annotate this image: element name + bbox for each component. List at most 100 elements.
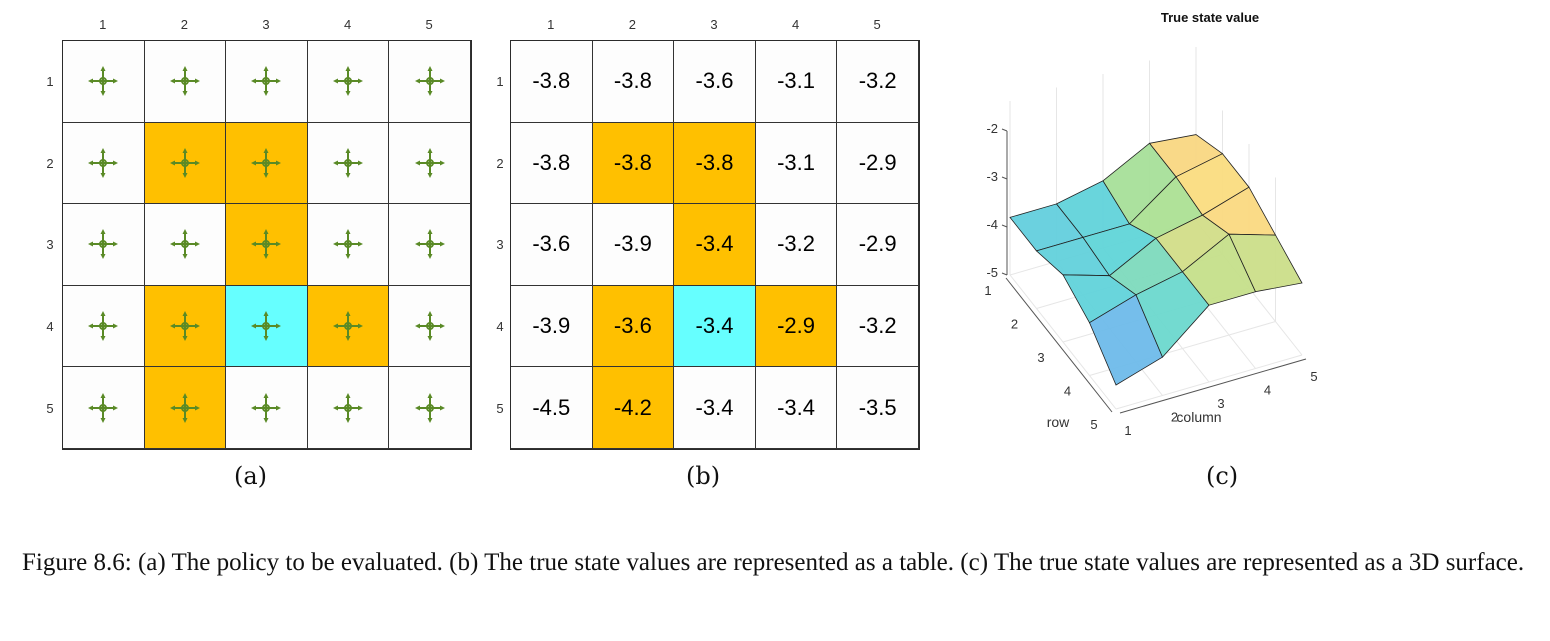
value-cell: -3.8 xyxy=(592,41,675,123)
figure-caption: Figure 8.6: (a) The policy to be evaluat… xyxy=(22,549,1525,576)
grid-cell xyxy=(389,367,471,449)
value-cell: -2.9 xyxy=(755,285,838,368)
surface-patch xyxy=(1228,233,1303,293)
grid-cell xyxy=(144,41,227,123)
row-axis xyxy=(1005,277,1113,413)
z-tick-label: -2 xyxy=(986,121,998,136)
row-label: 4 xyxy=(46,319,54,335)
row-axis-label: row xyxy=(1047,414,1070,430)
value-cell: -3.8 xyxy=(511,122,593,205)
z-tick xyxy=(1001,176,1008,180)
four-direction-arrow-icon xyxy=(414,66,445,97)
four-direction-arrow-icon xyxy=(414,147,445,178)
column-label: 5 xyxy=(873,16,881,32)
value-cell: -3.4 xyxy=(674,204,756,286)
grid-cell xyxy=(389,41,471,123)
subfigure-label-b: (b) xyxy=(686,462,721,490)
row-label: 3 xyxy=(496,237,504,253)
value-cell: -3.1 xyxy=(755,41,838,123)
subfigure-label-c: (c) xyxy=(1206,462,1239,490)
chart-title: True state value xyxy=(1161,10,1259,25)
grid-line xyxy=(1115,354,1303,410)
z-tick-label: -5 xyxy=(986,265,998,280)
value-cell: -3.4 xyxy=(674,367,756,449)
value-cell: -3.2 xyxy=(837,41,919,123)
column-tick-label: 4 xyxy=(1264,383,1271,398)
column-tick-label: 3 xyxy=(1217,396,1224,411)
row-labels: 1 2 3 4 5 xyxy=(42,41,58,449)
four-direction-arrow-icon xyxy=(251,229,282,260)
grid-cell xyxy=(226,367,308,449)
value-cell: -2.9 xyxy=(837,204,919,286)
four-direction-arrow-icon xyxy=(414,392,445,423)
value-cell: -3.9 xyxy=(592,204,675,286)
grid-cell xyxy=(226,41,308,123)
four-direction-arrow-icon xyxy=(88,311,119,342)
row-label: 4 xyxy=(496,319,504,335)
value-cell: -3.6 xyxy=(592,285,675,368)
column-labels: 1 2 3 4 5 xyxy=(62,14,470,34)
grid-cell xyxy=(226,285,308,368)
four-direction-arrow-icon xyxy=(88,392,119,423)
value-cell: -3.8 xyxy=(511,41,593,123)
four-direction-arrow-icon xyxy=(251,392,282,423)
policy-grid xyxy=(62,40,472,450)
four-direction-arrow-icon xyxy=(88,229,119,260)
grid-cell xyxy=(389,122,471,205)
z-tick xyxy=(1001,128,1008,132)
row-label: 1 xyxy=(496,74,504,90)
four-direction-arrow-icon xyxy=(88,147,119,178)
grid-cell xyxy=(389,285,471,368)
four-direction-arrow-icon xyxy=(251,66,282,97)
grid-cell xyxy=(144,122,227,205)
four-direction-arrow-icon xyxy=(251,311,282,342)
row-tick-label: 2 xyxy=(1011,317,1018,332)
grid-cell xyxy=(307,122,390,205)
z-tick-label: -3 xyxy=(986,169,998,184)
value-cell: -3.8 xyxy=(674,122,756,205)
column-label: 3 xyxy=(262,16,270,32)
row-tick-label: 1 xyxy=(984,283,991,298)
surface-plot: True state value -2 -3 -4 -5 1 2 3 4 5 row 1 2 3 4 5 col… xyxy=(984,10,1317,438)
grid-cell xyxy=(226,204,308,286)
column-label: 4 xyxy=(791,16,800,32)
row-labels: 1 2 3 4 5 xyxy=(492,41,508,449)
column-labels: 1 2 3 4 5 xyxy=(510,14,918,34)
column-label: 3 xyxy=(710,16,718,32)
grid-cell xyxy=(63,41,145,123)
value-cell: -3.5 xyxy=(837,367,919,449)
value-cell: -3.9 xyxy=(511,285,593,368)
z-tick xyxy=(1001,272,1008,276)
grid-cell xyxy=(226,122,308,205)
value-cell: -2.9 xyxy=(837,122,919,205)
grid-cell xyxy=(63,204,145,286)
subfigure-label-a: (a) xyxy=(234,462,268,490)
column-label: 1 xyxy=(99,16,107,32)
four-direction-arrow-icon xyxy=(88,66,119,97)
column-label: 1 xyxy=(547,16,555,32)
value-cell: -3.1 xyxy=(755,122,838,205)
grid-cell xyxy=(389,204,471,286)
four-direction-arrow-icon xyxy=(169,392,200,423)
row-tick-label: 5 xyxy=(1090,417,1097,432)
column-label: 2 xyxy=(628,16,636,32)
four-direction-arrow-icon xyxy=(169,66,200,97)
value-cell: -4.2 xyxy=(592,367,675,449)
four-direction-arrow-icon xyxy=(414,311,445,342)
value-cell: -3.2 xyxy=(837,285,919,368)
column-tick-label: 1 xyxy=(1124,423,1131,438)
column-tick-label: 5 xyxy=(1310,369,1317,384)
grid-cell xyxy=(307,285,390,368)
z-tick-label: -4 xyxy=(986,217,998,232)
value-cell: -3.2 xyxy=(755,204,838,286)
four-direction-arrow-icon xyxy=(333,311,364,342)
four-direction-arrow-icon xyxy=(333,392,364,423)
grid-cell xyxy=(307,41,390,123)
four-direction-arrow-icon xyxy=(169,229,200,260)
row-label: 2 xyxy=(46,155,54,171)
column-axis-label: column xyxy=(1176,409,1221,425)
row-label: 3 xyxy=(46,237,54,253)
grid-cell xyxy=(307,204,390,286)
row-label: 5 xyxy=(496,400,504,416)
